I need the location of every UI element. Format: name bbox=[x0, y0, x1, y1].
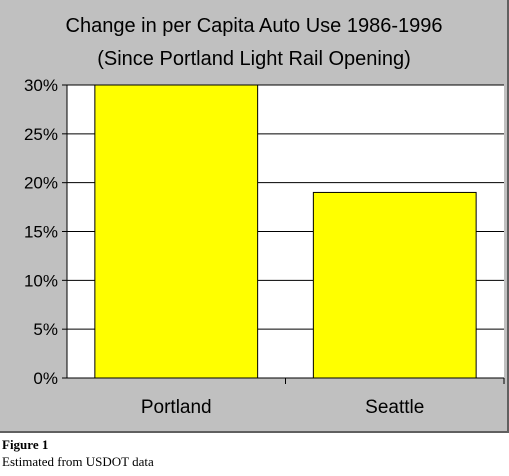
chart-title: Change in per Capita Auto Use 1986-1996 bbox=[66, 15, 443, 37]
figure-caption: Figure 1 Estimated from USDOT data bbox=[2, 436, 154, 470]
y-tick-label: 5% bbox=[33, 320, 58, 339]
y-tick-label: 30% bbox=[24, 76, 58, 95]
bars bbox=[94, 84, 477, 379]
y-tick-labels: 0% 5% 10% 15% 20% 25% 30% bbox=[24, 76, 67, 388]
y-tick-label: 15% bbox=[24, 223, 58, 242]
y-tick-label: 10% bbox=[24, 271, 58, 290]
y-tick-label: 0% bbox=[33, 369, 58, 388]
figure-caption-title: Figure 1 bbox=[2, 437, 49, 452]
bar bbox=[312, 191, 477, 379]
y-tick-label: 20% bbox=[24, 174, 58, 193]
chart: Change in per Capita Auto Use 1986-1996 … bbox=[24, 15, 505, 418]
chart-subtitle: (Since Portland Light Rail Opening) bbox=[97, 48, 411, 70]
x-category-label: Seattle bbox=[365, 397, 424, 418]
y-tick-label: 25% bbox=[24, 125, 58, 144]
bar bbox=[94, 84, 259, 379]
x-category-labels: Portland Seattle bbox=[141, 378, 505, 418]
figure-caption-note: Estimated from USDOT data bbox=[2, 454, 154, 469]
chart-panel: Change in per Capita Auto Use 1986-1996 … bbox=[0, 0, 509, 433]
x-category-label: Portland bbox=[141, 397, 212, 418]
